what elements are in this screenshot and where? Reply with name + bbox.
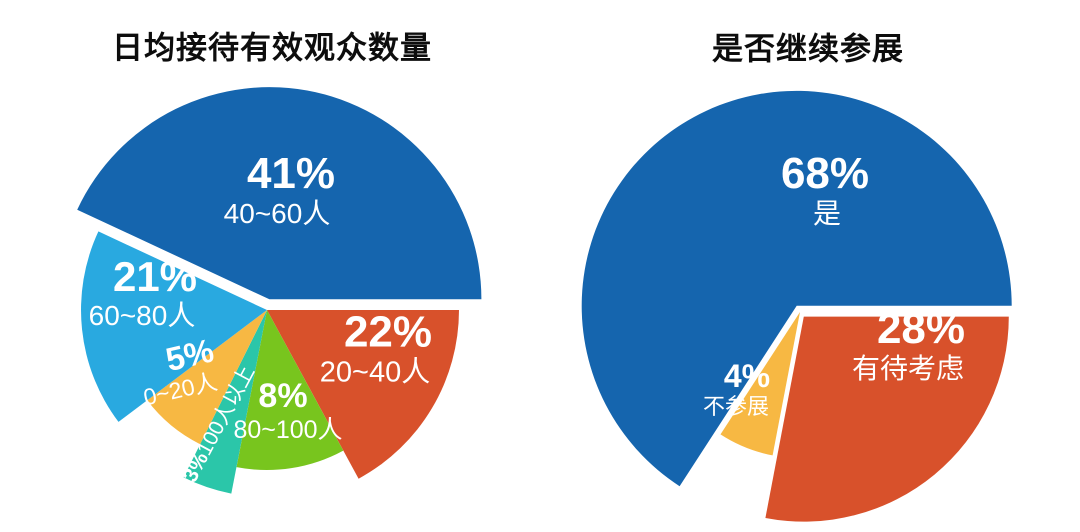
- pie-slice-100plus: [183, 310, 267, 494]
- pie-slice-pending: [765, 316, 1009, 522]
- pie-slice-60-80: [81, 231, 267, 422]
- pie-slice-20-40: [267, 310, 459, 479]
- left-pie-group: [77, 87, 482, 494]
- pie-slice-40-60: [77, 87, 482, 300]
- pie-slice-0-20: [147, 310, 267, 445]
- left-chart-title: 日均接待有效观众数量: [112, 30, 432, 66]
- pie-slice-80-100: [236, 310, 344, 471]
- right-chart-title: 是否继续参展: [712, 31, 904, 67]
- pie-slice-yes: [581, 90, 1012, 487]
- right-pie-group: [581, 90, 1012, 522]
- pie-slice-no: [720, 312, 800, 456]
